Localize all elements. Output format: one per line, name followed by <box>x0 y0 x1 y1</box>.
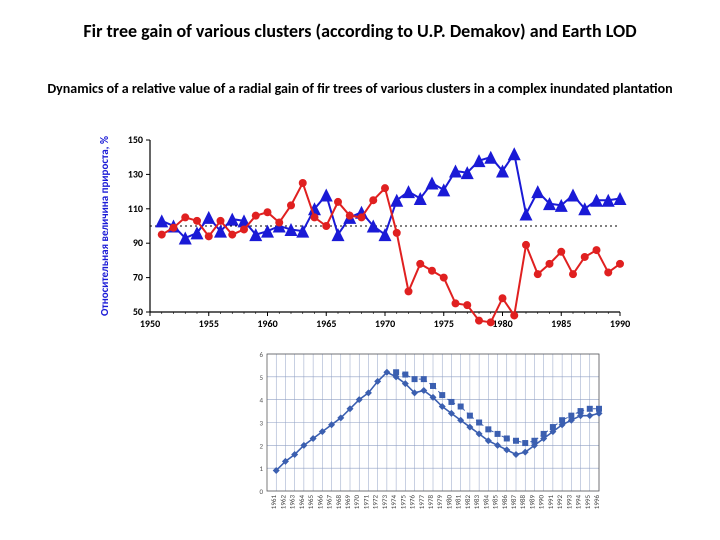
svg-text:1960: 1960 <box>257 317 277 330</box>
svg-text:1966: 1966 <box>315 495 324 510</box>
fir-tree-gain-svg: 5070901101301501950195519601965197019751… <box>90 130 630 340</box>
svg-text:1971: 1971 <box>361 495 370 510</box>
svg-text:1974: 1974 <box>389 495 398 510</box>
svg-text:1965: 1965 <box>316 317 336 330</box>
svg-text:1989: 1989 <box>527 495 536 510</box>
svg-text:3: 3 <box>259 419 263 428</box>
svg-text:1995: 1995 <box>583 495 592 510</box>
svg-text:1990: 1990 <box>610 317 630 330</box>
fir-tree-gain-chart: 5070901101301501950195519601965197019751… <box>90 130 630 340</box>
svg-text:1984: 1984 <box>481 495 490 510</box>
svg-text:90: 90 <box>133 236 143 249</box>
svg-text:110: 110 <box>128 202 143 215</box>
svg-text:1963: 1963 <box>288 495 297 510</box>
slide: Fir tree gain of various clusters (accor… <box>0 0 720 540</box>
svg-text:1972: 1972 <box>371 495 380 510</box>
svg-text:1976: 1976 <box>408 495 417 510</box>
earth-lod-svg: 0123456196119621963196419651966196719681… <box>245 348 605 523</box>
svg-text:1980: 1980 <box>444 495 453 510</box>
svg-text:1968: 1968 <box>334 495 343 510</box>
svg-text:1970: 1970 <box>375 317 395 330</box>
svg-text:6: 6 <box>259 350 263 359</box>
svg-text:1979: 1979 <box>435 495 444 510</box>
svg-text:1993: 1993 <box>564 495 573 510</box>
svg-text:2: 2 <box>259 441 263 450</box>
svg-text:1986: 1986 <box>500 495 509 510</box>
svg-text:1990: 1990 <box>537 495 546 510</box>
svg-text:1950: 1950 <box>140 317 160 330</box>
svg-text:1973: 1973 <box>380 495 389 510</box>
svg-text:1975: 1975 <box>398 495 407 510</box>
svg-text:1996: 1996 <box>592 495 601 510</box>
svg-text:1965: 1965 <box>306 495 315 510</box>
slide-subtitle: Dynamics of a relative value of a radial… <box>0 80 720 98</box>
svg-text:1988: 1988 <box>518 495 527 510</box>
svg-text:1982: 1982 <box>463 495 472 510</box>
svg-text:1961: 1961 <box>269 495 278 510</box>
svg-text:1985: 1985 <box>551 317 571 330</box>
svg-text:70: 70 <box>133 271 143 284</box>
svg-text:1: 1 <box>259 464 263 473</box>
svg-text:1964: 1964 <box>297 495 306 510</box>
svg-text:1975: 1975 <box>434 317 454 330</box>
svg-text:1980: 1980 <box>492 317 512 330</box>
svg-text:1955: 1955 <box>199 317 219 330</box>
svg-text:5: 5 <box>259 373 263 382</box>
svg-text:1994: 1994 <box>574 495 583 510</box>
svg-text:1978: 1978 <box>426 495 435 510</box>
slide-title: Fir tree gain of various clusters (accor… <box>0 20 720 43</box>
earth-lod-chart: 0123456196119621963196419651966196719681… <box>245 348 605 523</box>
svg-text:1977: 1977 <box>417 495 426 510</box>
svg-text:150: 150 <box>128 133 143 146</box>
chart1-ylabel: Относительная величина прироста, % <box>98 136 111 316</box>
svg-text:1962: 1962 <box>278 495 287 510</box>
svg-text:1983: 1983 <box>472 495 481 510</box>
svg-text:1987: 1987 <box>509 495 518 510</box>
svg-text:1991: 1991 <box>546 495 555 510</box>
svg-text:130: 130 <box>128 167 143 180</box>
svg-text:4: 4 <box>259 396 263 405</box>
svg-text:1992: 1992 <box>555 495 564 510</box>
svg-text:1970: 1970 <box>352 495 361 510</box>
svg-text:1985: 1985 <box>491 495 500 510</box>
svg-text:1981: 1981 <box>454 495 463 510</box>
svg-text:1969: 1969 <box>343 495 352 510</box>
svg-text:0: 0 <box>259 487 263 496</box>
svg-text:1967: 1967 <box>325 495 334 510</box>
